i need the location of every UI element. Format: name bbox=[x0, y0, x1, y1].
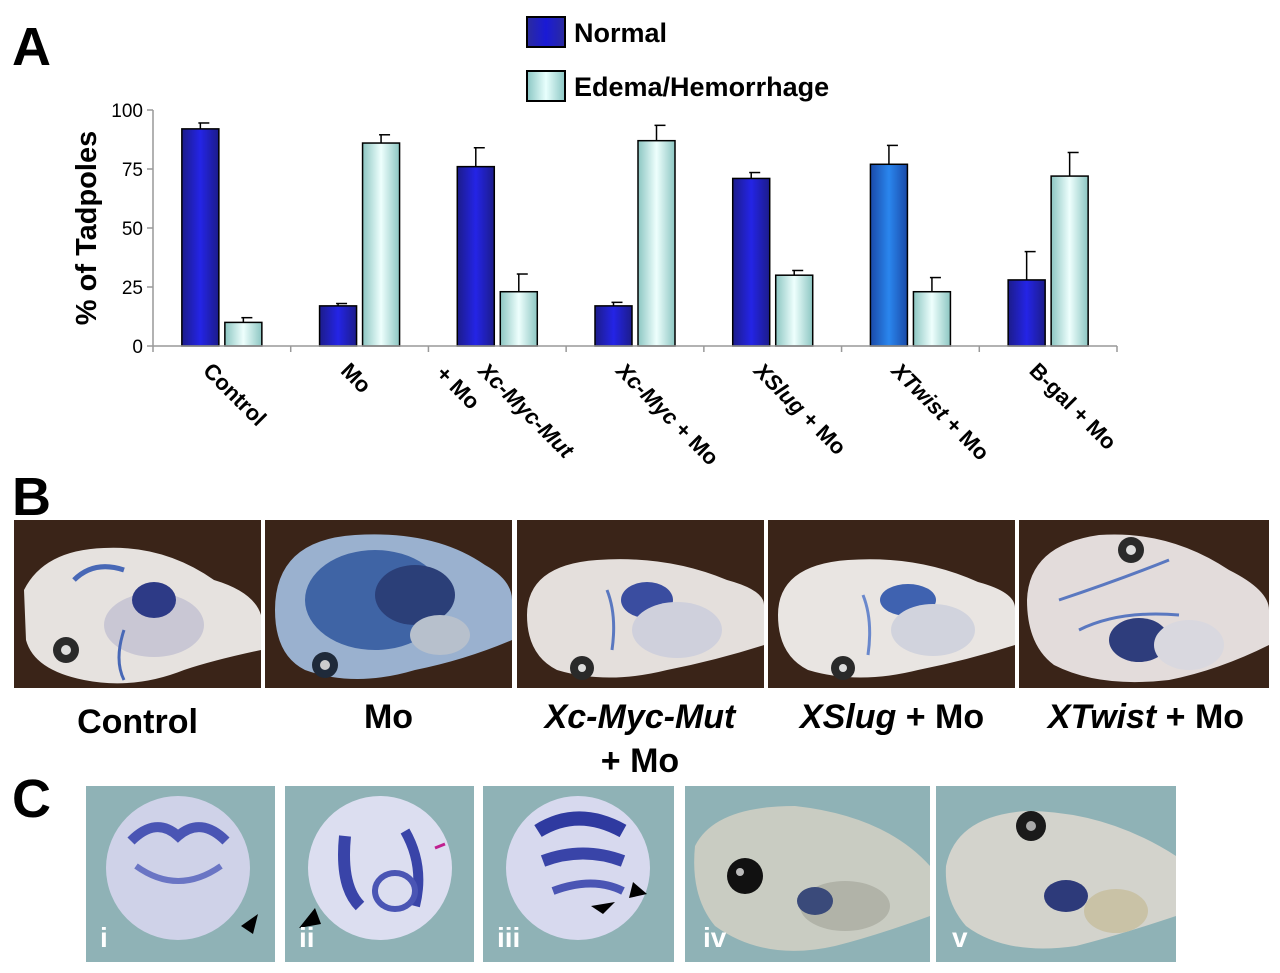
x-tick-label: Control bbox=[198, 358, 271, 431]
x-tick-label: Xc-Myc-Mut+ Mo bbox=[431, 356, 580, 464]
x-tick-label: Xc-Myc + Mo bbox=[610, 356, 724, 470]
label-c-ii: ii bbox=[299, 922, 315, 953]
caption-control-text: Control bbox=[77, 703, 198, 741]
bar-edema-4 bbox=[774, 274, 814, 347]
label-c-iii: iii bbox=[497, 922, 521, 953]
y-axis-label: % of Tadpoles bbox=[71, 131, 103, 325]
panel-label-b: B bbox=[12, 467, 51, 527]
photo-b-control bbox=[14, 520, 261, 688]
bar-normal-4 bbox=[731, 177, 771, 347]
caption-xtwist-rest: + Mo bbox=[1156, 698, 1245, 736]
caption-b-control: Control bbox=[14, 700, 261, 744]
x-tick-label: B-gal + Mo bbox=[1025, 358, 1122, 455]
caption-b-xtwist: XTwist + Mo bbox=[1012, 695, 1280, 739]
bar-normal-1 bbox=[318, 305, 358, 347]
legend-label-edema: Edema/Hemorrhage bbox=[574, 72, 830, 102]
photo-c-iv: iv bbox=[685, 786, 930, 962]
bar-normal-6 bbox=[1007, 279, 1046, 347]
x-tick-label: XTwist + Mo bbox=[885, 356, 994, 465]
y-tick-label: 75 bbox=[122, 160, 143, 181]
svg-text:B-gal + Mo: B-gal + Mo bbox=[1025, 358, 1122, 455]
panel-label-c: C bbox=[12, 769, 51, 829]
bar-normal-3 bbox=[594, 305, 633, 347]
photo-b-xc-myc-mut bbox=[517, 520, 764, 688]
caption-b-mo: Mo bbox=[265, 695, 512, 739]
svg-text:XSlug + Mo: XSlug + Mo bbox=[748, 356, 851, 459]
legend-label-normal: Normal bbox=[574, 18, 668, 48]
svg-text:Control: Control bbox=[198, 358, 271, 431]
y-tick-label: 0 bbox=[132, 337, 143, 358]
panel-label-a: A bbox=[12, 17, 51, 77]
x-tick-label: Mo bbox=[336, 358, 376, 398]
photo-b-xtwist bbox=[1019, 520, 1269, 688]
label-c-i: i bbox=[100, 922, 108, 953]
caption-xslug-gene: XSlug bbox=[799, 698, 897, 736]
legend-swatch-normal bbox=[526, 16, 566, 48]
label-c-v: v bbox=[952, 922, 968, 953]
bar-edema-2 bbox=[499, 290, 539, 347]
bar-normal-0 bbox=[181, 128, 220, 347]
x-tick-label: XSlug + Mo bbox=[748, 356, 851, 459]
bar-edema-0 bbox=[224, 321, 263, 347]
caption-xslug-rest: + Mo bbox=[896, 698, 985, 736]
caption-b-xslug: XSlug + Mo bbox=[762, 695, 1022, 739]
svg-text:XTwist + Mo: XTwist + Mo bbox=[885, 356, 994, 465]
svg-text:+ Mo: + Mo bbox=[431, 361, 485, 415]
photo-b-mo bbox=[265, 520, 512, 688]
svg-text:Mo: Mo bbox=[336, 358, 376, 398]
y-tick-label: 25 bbox=[122, 278, 143, 299]
svg-text:Xc-Myc-Mut: Xc-Myc-Mut bbox=[472, 356, 580, 464]
photo-c-i: i bbox=[86, 786, 275, 962]
svg-text:Xc-Myc + Mo: Xc-Myc + Mo bbox=[610, 356, 724, 470]
bar-edema-1 bbox=[361, 142, 401, 347]
bar-chart: 0 25 50 75 100 Control Mo Xc-Myc-Mut+ Mo Xc-Myc … bbox=[71, 101, 1122, 470]
bar-edema-6 bbox=[1050, 175, 1089, 347]
label-c-iv: iv bbox=[703, 922, 727, 953]
y-tick-label: 100 bbox=[111, 101, 143, 122]
photo-c-ii: ii bbox=[285, 786, 474, 962]
caption-xc-myc-mut-line2: + Mo bbox=[600, 742, 680, 781]
legend-swatch-edema bbox=[526, 70, 566, 102]
y-tick-label: 50 bbox=[122, 219, 143, 240]
photo-c-v: v bbox=[936, 786, 1176, 962]
photo-b-xslug bbox=[768, 520, 1015, 688]
bar-edema-3 bbox=[637, 139, 676, 347]
caption-b-xc-myc-mut: Xc-Myc-Mut + Mo bbox=[505, 695, 775, 783]
bar-normal-5 bbox=[869, 163, 909, 347]
caption-xc-myc-mut-text: Xc-Myc-Mut bbox=[544, 698, 736, 736]
bar-normal-2 bbox=[456, 165, 496, 347]
bar-edema-5 bbox=[912, 290, 952, 347]
caption-mo-text: Mo bbox=[363, 698, 414, 736]
photo-c-iii: iii bbox=[483, 786, 674, 962]
caption-xtwist-gene: XTwist bbox=[1047, 698, 1157, 736]
